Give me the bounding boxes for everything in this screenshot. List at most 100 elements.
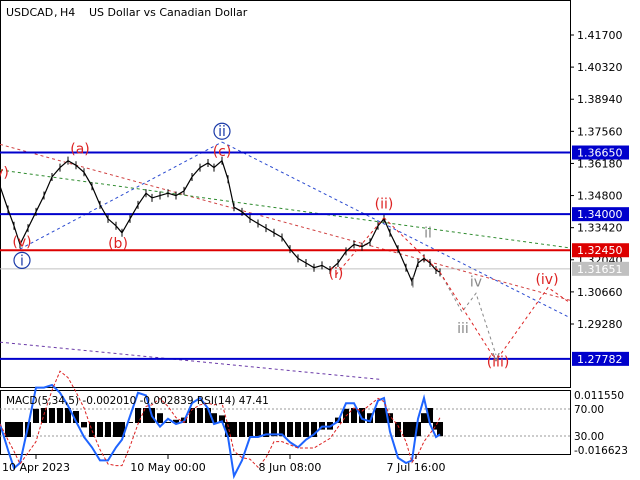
macd-histogram-bar: [247, 422, 253, 437]
macd-histogram-bar: [81, 422, 87, 428]
macd-histogram-bar: [279, 422, 285, 437]
main-plot-frame: [0, 0, 571, 388]
y-tick-label: 1.29280: [577, 318, 623, 331]
y-tick-label: 1.37560: [577, 125, 623, 138]
macd-histogram-bar: [189, 408, 195, 423]
wave-label: iii: [457, 321, 469, 337]
indicator-frame: [0, 390, 571, 455]
macd-histogram-bar: [375, 408, 381, 423]
wave-label: (b): [108, 236, 128, 252]
indicator-panel: 0.011550 70.00 30.00 -0.016623: [0, 370, 628, 480]
macd-histogram-bar: [197, 408, 203, 423]
macd-histogram-bar: [89, 422, 95, 437]
macd-histogram-bar: [157, 413, 163, 423]
indicator-tick-label: 70.00: [574, 404, 604, 416]
macd-histogram-bar: [173, 419, 179, 423]
price-axis: 1.41700 1.40320 1.38940 1.37560 1.36180 1.348…: [570, 29, 623, 331]
forecast-path-minor: [439, 272, 497, 356]
macd-histogram-bar: [219, 415, 225, 423]
level-label-bg: [572, 261, 629, 276]
wave-label: ii: [424, 225, 432, 241]
macd-histogram-bar: [239, 422, 245, 437]
chart-description: US Dollar vs Canadian Dollar: [89, 6, 248, 19]
trend-line-wave-ii: [19, 141, 223, 250]
macd-histogram-bar: [395, 422, 401, 437]
macd-histogram-bar: [263, 422, 269, 437]
macd-histogram-bar: [381, 408, 387, 423]
forecast-lines: [335, 217, 569, 362]
y-tick-label: 1.41700: [577, 29, 623, 42]
macd-histogram-bar: [143, 408, 149, 423]
macd-histogram-bar: [271, 422, 277, 437]
macd-signal-line: [0, 370, 441, 468]
macd-histogram-bar: [303, 422, 309, 437]
rsi-line: [0, 383, 441, 480]
macd-histogram-bar: [165, 422, 171, 423]
macd-histogram-bar: [255, 422, 261, 437]
macd-histogram-bar: [11, 422, 17, 437]
wave-label: (a): [70, 142, 90, 158]
wave-label: v): [0, 165, 9, 181]
level-label-bg: [572, 145, 629, 160]
macd-histogram-bar: [73, 411, 79, 423]
level-price-labels: 1.36650 1.34000 1.32450 1.31651 1.27782: [572, 145, 629, 366]
macd-histogram-bar: [17, 422, 23, 437]
wave-label: (v): [12, 235, 31, 251]
wave-labels: v)(a)ii(c)(v)(b)i(ii)(i)iiiiviiiv(iii)(i…: [0, 122, 559, 371]
macd-histogram-bar: [5, 422, 11, 437]
chart-symbol: USDCAD: [6, 6, 53, 19]
wave-label: i: [411, 275, 415, 291]
wave-label: v: [492, 349, 500, 365]
symbol-separator: ,: [54, 6, 58, 19]
macd-histogram-bar: [105, 422, 111, 437]
macd-histogram-bar: [415, 422, 421, 437]
trend-lines: [0, 141, 571, 380]
macd-histogram-bar: [295, 422, 301, 437]
macd-histogram-bar: [403, 422, 409, 437]
y-tick-label: 1.36180: [577, 157, 623, 170]
forecast-path-major: [383, 217, 569, 362]
wave-label: (iii): [487, 355, 510, 371]
macd-histogram-bar: [41, 408, 47, 423]
macd-histogram-bar: [311, 422, 317, 437]
time-axis: 10 Apr 2023 10 May 00:00 8 Jun 08:00 7 Jul …: [2, 455, 445, 474]
wave-label: i: [20, 253, 24, 269]
macd-histogram-bar: [387, 413, 393, 423]
macd-histogram-bar: [127, 422, 133, 423]
y-tick-label: 1.38940: [577, 93, 623, 106]
macd-histogram-bar: [367, 413, 373, 423]
level-label-bg: [572, 243, 629, 258]
macd-histogram-bar: [211, 413, 217, 423]
wave-label: (ii): [375, 196, 394, 212]
macd-histogram-bar: [287, 422, 293, 437]
wave-label: ii: [218, 124, 226, 140]
chart-timeframe: H4: [60, 6, 75, 19]
macd-histogram-bar: [359, 408, 365, 423]
level-label: 1.34000: [577, 208, 623, 221]
macd-histogram-bar: [231, 422, 237, 437]
macd-histogram-bar: [65, 408, 71, 423]
level-label-bg: [572, 351, 629, 366]
macd-histogram-bar: [351, 408, 357, 423]
trend-line-purple: [0, 341, 381, 380]
macd-histogram-bar: [49, 408, 55, 423]
price-series: [0, 156, 441, 286]
horizontal-levels: [0, 151, 570, 360]
macd-histogram-bar: [427, 408, 433, 423]
macd-histogram-bar: [225, 422, 231, 437]
y-tick-label: 1.40320: [577, 61, 623, 74]
macd-histogram-bar: [421, 413, 427, 423]
macd-histogram-bar: [57, 408, 63, 423]
trend-line-blue-lower: [221, 141, 571, 319]
wave-connector: [335, 217, 385, 276]
wave-label: (c): [213, 144, 232, 160]
y-tick-label: 1.30660: [577, 286, 623, 299]
macd-histogram-bar: [409, 422, 415, 437]
wave-label: (i): [329, 266, 344, 282]
y-tick-label: 1.33420: [577, 222, 623, 235]
x-tick-label: 8 Jun 08:00: [259, 461, 322, 474]
level-label: 1.36650: [577, 147, 623, 160]
macd-histogram-bar: [135, 408, 141, 423]
level-label: 1.27782: [577, 353, 623, 366]
